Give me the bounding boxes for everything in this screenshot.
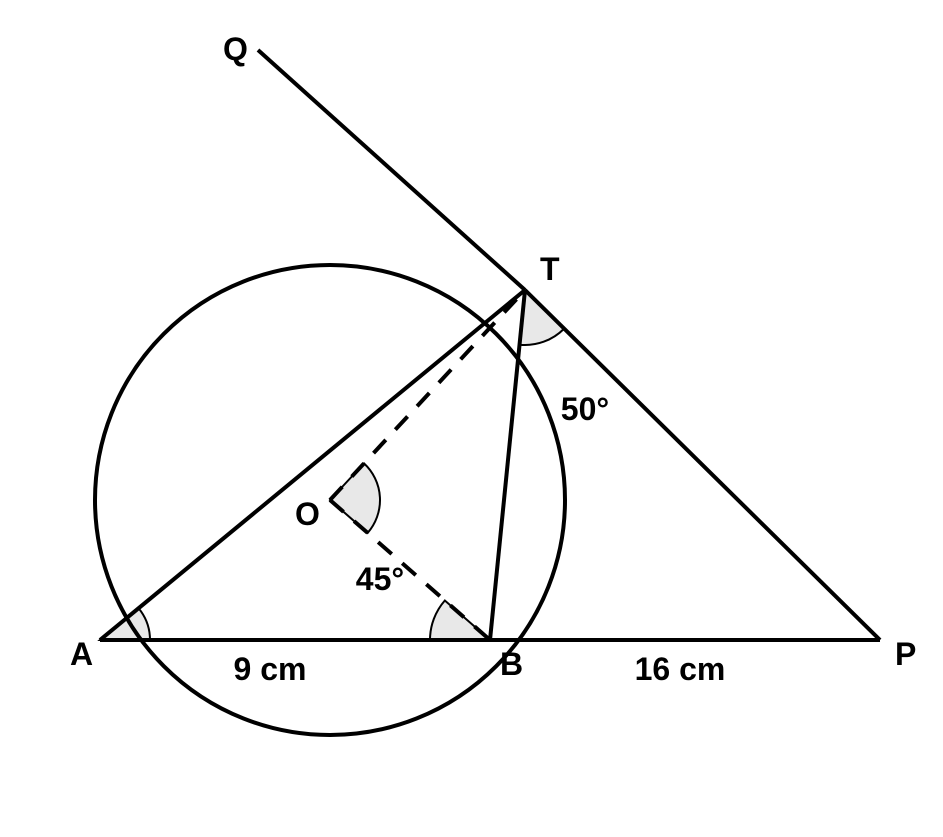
measure-angle_OBA: 45° [356,561,404,597]
bg [0,0,943,837]
label-Q: Q [223,31,248,67]
measure-angle_BTP: 50° [561,391,609,427]
label-O: O [295,496,320,532]
label-P: P [895,636,916,672]
label-T: T [540,251,560,287]
label-A: A [70,636,93,672]
label-B: B [500,646,523,682]
measure-seg_AB: 9 cm [234,651,307,687]
measure-seg_BP: 16 cm [635,651,726,687]
